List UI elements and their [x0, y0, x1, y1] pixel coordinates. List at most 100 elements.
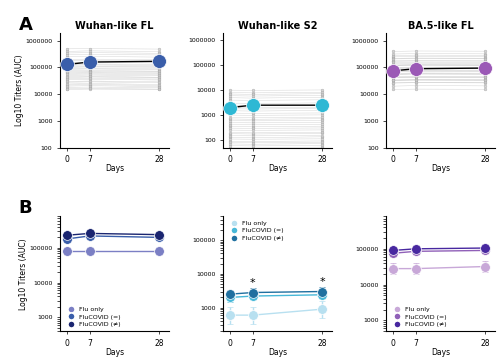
Point — [481, 48, 489, 54]
Point — [318, 125, 326, 131]
Point — [412, 66, 420, 71]
Text: B: B — [18, 199, 32, 217]
Point — [155, 54, 163, 60]
Point — [412, 58, 420, 64]
Y-axis label: Log10 Titers (AUC): Log10 Titers (AUC) — [18, 238, 28, 310]
Point — [62, 66, 70, 72]
Point — [155, 85, 163, 91]
Point — [249, 139, 257, 145]
Point — [249, 90, 257, 96]
Point — [481, 54, 489, 60]
Point — [86, 73, 94, 79]
Point — [155, 57, 163, 63]
Point — [226, 116, 234, 122]
Point — [226, 90, 234, 95]
Point — [155, 64, 163, 70]
Point — [226, 139, 234, 145]
Point — [62, 87, 70, 92]
Point — [86, 48, 94, 54]
Point — [226, 87, 234, 93]
Point — [481, 80, 489, 86]
Point — [481, 56, 489, 62]
Point — [318, 118, 326, 123]
Point — [86, 79, 94, 85]
Point — [226, 133, 234, 139]
X-axis label: Days: Days — [431, 348, 450, 357]
Point — [86, 82, 94, 87]
Point — [226, 136, 234, 142]
Point — [412, 54, 420, 59]
Point — [412, 76, 420, 82]
Point — [318, 123, 326, 129]
Point — [226, 115, 234, 120]
Point — [412, 62, 420, 68]
Title: Wuhan-like S2: Wuhan-like S2 — [238, 21, 318, 31]
Point — [62, 83, 70, 89]
Point — [86, 72, 94, 78]
Point — [389, 54, 397, 60]
Point — [318, 129, 326, 135]
Point — [412, 51, 420, 56]
Point — [62, 63, 70, 68]
Point — [389, 78, 397, 83]
Point — [155, 84, 163, 90]
Point — [412, 77, 420, 83]
Point — [412, 62, 420, 68]
Point — [62, 58, 70, 64]
Point — [155, 66, 163, 72]
Point — [155, 87, 163, 92]
Point — [412, 77, 420, 83]
Point — [86, 69, 94, 75]
Point — [62, 71, 70, 77]
Point — [62, 84, 70, 90]
Point — [155, 63, 163, 68]
Point — [318, 100, 326, 106]
Point — [412, 67, 420, 73]
Point — [226, 100, 234, 106]
Point — [86, 83, 94, 88]
Point — [249, 143, 257, 149]
Point — [412, 58, 420, 63]
Point — [481, 74, 489, 80]
Point — [62, 77, 70, 83]
Point — [226, 146, 234, 152]
Point — [226, 110, 234, 116]
Point — [62, 46, 70, 52]
Point — [481, 86, 489, 92]
Point — [389, 55, 397, 61]
Point — [226, 134, 234, 140]
Point — [412, 64, 420, 70]
Point — [155, 62, 163, 68]
Point — [412, 83, 420, 88]
Point — [62, 79, 70, 85]
Y-axis label: Log10 Titers (AUC): Log10 Titers (AUC) — [15, 54, 24, 126]
Point — [481, 65, 489, 71]
Point — [226, 120, 234, 126]
Point — [389, 51, 397, 57]
Point — [226, 145, 234, 150]
Point — [155, 74, 163, 80]
Point — [481, 76, 489, 82]
Point — [249, 91, 257, 97]
Point — [389, 67, 397, 73]
Point — [389, 78, 397, 83]
Point — [226, 112, 234, 118]
Point — [155, 52, 163, 58]
Point — [249, 116, 257, 122]
Point — [412, 86, 420, 92]
Point — [412, 65, 420, 71]
Point — [86, 66, 94, 71]
Point — [318, 106, 326, 111]
Point — [412, 55, 420, 61]
Point — [62, 67, 70, 72]
Point — [86, 56, 94, 62]
Point — [389, 71, 397, 77]
Point — [318, 87, 326, 93]
Point — [318, 94, 326, 100]
Point — [249, 115, 257, 121]
Point — [318, 119, 326, 125]
Point — [62, 86, 70, 92]
Point — [226, 123, 234, 129]
Point — [155, 80, 163, 86]
Point — [389, 66, 397, 72]
